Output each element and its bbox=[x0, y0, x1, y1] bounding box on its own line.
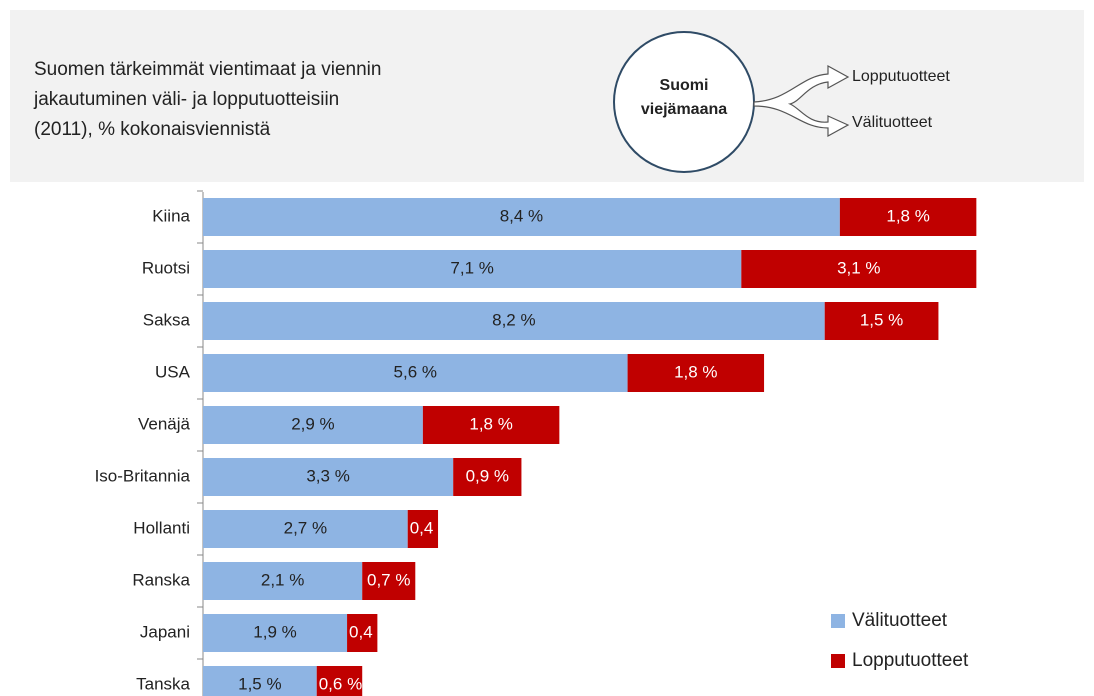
legend-swatch bbox=[831, 654, 845, 668]
bar-segment bbox=[203, 562, 363, 600]
legend-label: Välituotteet bbox=[852, 610, 948, 631]
value-label: 3,1 % bbox=[837, 258, 880, 277]
legend-swatch bbox=[831, 614, 845, 628]
diagram-output: Välituotteet bbox=[852, 114, 933, 131]
bar-segment bbox=[316, 666, 363, 696]
title-line: jakautuminen väli- ja lopputuotteisiin bbox=[33, 89, 339, 110]
diagram-center: viejämaana bbox=[641, 101, 727, 118]
value-label: 2,9 % bbox=[291, 414, 334, 433]
bar-segment bbox=[203, 614, 348, 652]
category-label: Japani bbox=[140, 622, 190, 641]
value-label: 2,1 % bbox=[261, 570, 304, 589]
value-label: 7,1 % bbox=[450, 258, 493, 277]
category-label: Saksa bbox=[143, 310, 191, 329]
value-label: 1,9 % bbox=[253, 622, 296, 641]
category-label: Iso-Britannia bbox=[95, 466, 191, 485]
bar-segment bbox=[362, 562, 416, 600]
value-label: 0,4 % bbox=[410, 518, 453, 537]
category-label: Ranska bbox=[132, 570, 190, 589]
value-label: 1,5 % bbox=[238, 674, 281, 693]
bar-segment bbox=[203, 354, 628, 392]
bar-segment bbox=[453, 458, 522, 496]
value-label: 5,6 % bbox=[394, 362, 437, 381]
bar-segment bbox=[824, 302, 939, 340]
category-label: Venäjä bbox=[138, 414, 191, 433]
bar-segment bbox=[203, 666, 317, 696]
value-label: 1,8 % bbox=[674, 362, 717, 381]
bar-segment bbox=[407, 510, 439, 548]
value-label: 1,8 % bbox=[469, 414, 512, 433]
diagram-output: Lopputuotteet bbox=[852, 68, 950, 85]
bar-segment bbox=[203, 406, 423, 444]
title-line: Suomen tärkeimmät vientimaat ja viennin bbox=[34, 59, 381, 80]
value-label: 0,9 % bbox=[466, 466, 509, 485]
diagram-center: Suomi bbox=[660, 77, 709, 94]
value-label: 8,4 % bbox=[500, 206, 543, 225]
value-label: 1,5 % bbox=[860, 310, 903, 329]
header-box bbox=[10, 10, 1084, 182]
bar-segment bbox=[203, 302, 825, 340]
title-line: (2011), % kokonaisviennistä bbox=[34, 119, 271, 140]
bar-segment bbox=[203, 198, 840, 236]
value-label: 3,3 % bbox=[306, 466, 349, 485]
category-label: Tanska bbox=[136, 674, 190, 693]
bar-segment bbox=[627, 354, 765, 392]
value-label: 2,7 % bbox=[284, 518, 327, 537]
value-label: 0,4 % bbox=[349, 622, 392, 641]
category-label: Hollanti bbox=[133, 518, 190, 537]
value-label: 0,6 % bbox=[319, 674, 362, 693]
category-label: USA bbox=[155, 362, 191, 381]
bar-segment bbox=[203, 510, 408, 548]
value-label: 8,2 % bbox=[492, 310, 535, 329]
legend-label: Lopputuotteet bbox=[852, 650, 969, 671]
bar-segment bbox=[203, 250, 742, 288]
bar-segment bbox=[422, 406, 560, 444]
category-label: Kiina bbox=[152, 206, 190, 225]
diagram-arrows bbox=[753, 64, 850, 138]
value-label: 0,7 % bbox=[367, 570, 410, 589]
value-label: 1,8 % bbox=[886, 206, 929, 225]
bar-segment bbox=[347, 614, 378, 652]
bar-segment bbox=[203, 458, 454, 496]
bar-segment bbox=[741, 250, 977, 288]
bar-segment bbox=[839, 198, 977, 236]
category-label: Ruotsi bbox=[142, 258, 190, 277]
